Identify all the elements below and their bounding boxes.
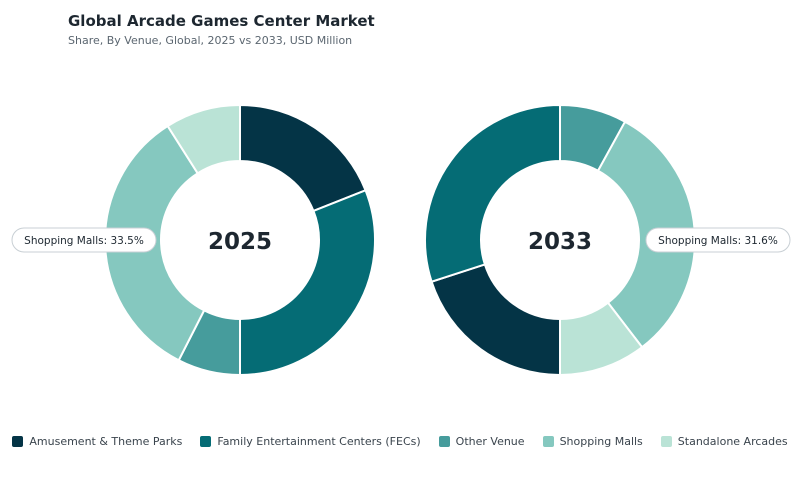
- legend-swatch: [200, 436, 212, 447]
- chart-subtitle: Share, By Venue, Global, 2025 vs 2033, U…: [68, 34, 353, 47]
- callout-box: [645, 227, 791, 253]
- callout-label: Shopping Malls: 33.5%: [11, 227, 157, 253]
- slice-amusement-theme-parks[interactable]: [430, 263, 561, 377]
- legend-label: Standalone Arcades: [677, 435, 788, 448]
- legend-item-shopping-malls[interactable]: Shopping Malls: [542, 435, 643, 448]
- legend-swatch: [660, 436, 672, 447]
- donut-center-label: 2033: [528, 229, 592, 255]
- legend-item-amusement-theme-parks[interactable]: Amusement & Theme Parks: [12, 435, 182, 448]
- legend-item-standalone-arcades[interactable]: Standalone Arcades: [660, 435, 788, 448]
- legend-label: Amusement & Theme Parks: [29, 435, 183, 448]
- slice-standalone-arcades[interactable]: [166, 103, 241, 175]
- donut-2025: 2025 Shopping Malls: 33.5%: [11, 103, 376, 377]
- callout-box: [11, 227, 157, 253]
- legend-label: Family Entertainment Centers (FECs): [217, 435, 421, 448]
- legend-swatch: [542, 436, 554, 447]
- donut-2033: 2033 Shopping Malls: 31.6%: [424, 103, 791, 377]
- donut-center-label: 2025: [208, 229, 272, 255]
- slice-family-entertainment-centers-fecs[interactable]: [424, 103, 561, 283]
- legend: Amusement & Theme Parks Family Entertain…: [0, 435, 800, 448]
- legend-item-other-venue[interactable]: Other Venue: [438, 435, 525, 448]
- slice-family-entertainment-centers-fecs[interactable]: [239, 189, 376, 377]
- legend-item-fecs[interactable]: Family Entertainment Centers (FECs): [200, 435, 421, 448]
- legend-swatch: [438, 436, 450, 447]
- chart-title: Global Arcade Games Center Market: [68, 12, 375, 30]
- legend-swatch: [12, 436, 24, 447]
- legend-label: Shopping Malls: [559, 435, 643, 448]
- callout-label: Shopping Malls: 31.6%: [645, 227, 791, 253]
- callout-text: Shopping Malls: 31.6%: [658, 235, 778, 247]
- callout-text: Shopping Malls: 33.5%: [24, 235, 144, 247]
- legend-label: Other Venue: [455, 435, 525, 448]
- slice-shopping-malls[interactable]: [596, 120, 696, 349]
- slice-amusement-theme-parks[interactable]: [239, 103, 367, 213]
